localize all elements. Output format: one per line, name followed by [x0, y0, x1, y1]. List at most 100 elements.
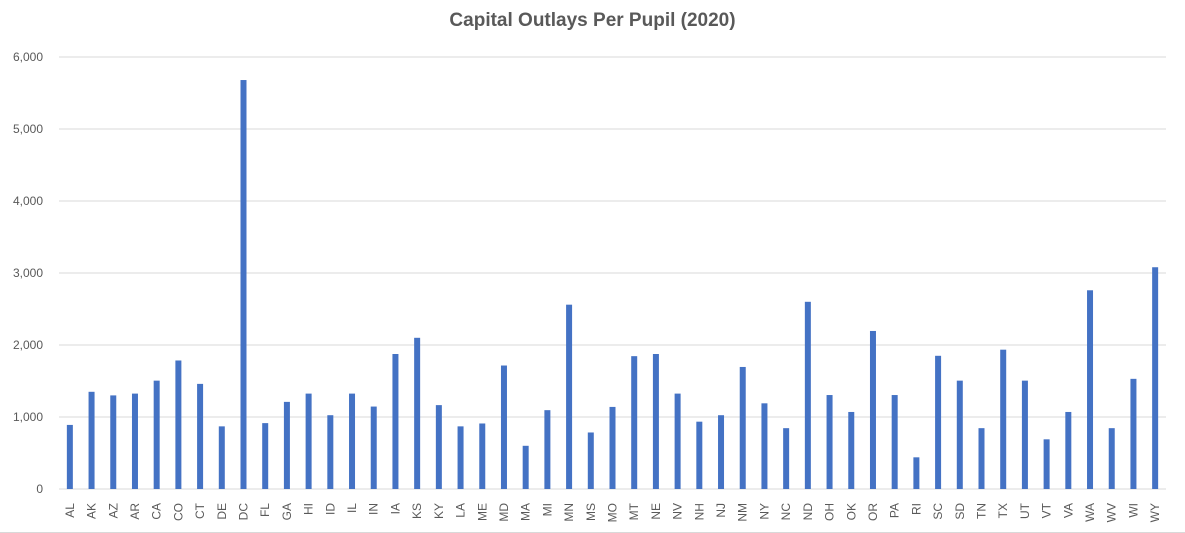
bar-al	[66, 424, 73, 489]
x-tick-label-nv: NV	[671, 503, 685, 520]
bar-ok	[848, 411, 855, 489]
x-tick-label-wa: WA	[1083, 503, 1097, 522]
x-tick-label-nh: NH	[692, 503, 706, 520]
bar-nh	[696, 421, 703, 489]
x-tick-label-wi: WI	[1126, 503, 1140, 518]
bar-nm	[739, 366, 746, 489]
bar-pa	[891, 395, 898, 489]
x-tick-label-ky: KY	[432, 503, 446, 519]
bar-ct	[197, 383, 204, 489]
x-tick-label-nc: NC	[779, 503, 793, 521]
x-tick-label-pa: PA	[888, 503, 902, 518]
bar-ar	[131, 393, 138, 489]
bar-nv	[674, 393, 681, 489]
bar-nc	[783, 428, 790, 489]
x-tick-label-tx: TX	[996, 503, 1010, 518]
x-tick-label-mt: MT	[627, 502, 641, 520]
bar-ks	[414, 337, 421, 489]
chart-title: Capital Outlays Per Pupil (2020)	[449, 10, 736, 31]
bar-ak	[88, 391, 95, 489]
x-axis-ticks: AL AK AZ AR CA CO CT DE DC FL GA HI ID IL IN IA KS KY LA ME…	[63, 502, 1162, 522]
x-tick-label-ak: AK	[85, 503, 99, 519]
y-axis-ticks: 0 1,000 2,000 3,000 4,000 5,000 6,000	[13, 50, 43, 496]
x-tick-label-mi: MI	[540, 503, 554, 516]
x-tick-label-fl: FL	[258, 503, 272, 517]
bar-fl	[262, 423, 269, 489]
x-tick-label-nm: NM	[736, 503, 750, 522]
x-tick-label-md: MD	[497, 503, 511, 522]
bar-wy	[1152, 267, 1159, 489]
x-tick-label-wv: WV	[1105, 503, 1119, 522]
bar-ne	[652, 354, 659, 489]
x-tick-label-ks: KS	[410, 503, 424, 519]
bar-wv	[1108, 428, 1115, 489]
x-tick-label-al: AL	[63, 503, 77, 518]
x-tick-label-ct: CT	[193, 502, 207, 519]
bar-sc	[935, 355, 942, 489]
x-tick-label-ri: RI	[909, 503, 923, 515]
x-tick-label-ne: NE	[649, 503, 663, 520]
bar-tx	[1000, 349, 1007, 489]
y-tick-label: 5,000	[13, 122, 43, 136]
x-tick-label-co: CO	[171, 503, 185, 521]
bar-la	[457, 426, 464, 489]
bar-ms	[587, 432, 594, 489]
bar-hi	[305, 393, 312, 489]
x-tick-label-sd: SD	[953, 503, 967, 520]
bar-mo	[609, 406, 616, 489]
x-tick-label-nj: NJ	[714, 503, 728, 518]
bar-in	[370, 406, 377, 489]
bar-vt	[1043, 439, 1050, 489]
y-tick-label: 6,000	[13, 50, 43, 64]
x-tick-label-ms: MS	[584, 503, 598, 521]
bar-wi	[1130, 378, 1137, 489]
bar-ky	[435, 405, 442, 489]
bar-me	[479, 423, 486, 489]
bar-wa	[1087, 290, 1094, 489]
bar-dc	[240, 80, 247, 489]
bar-sd	[956, 380, 963, 489]
bar-ut	[1021, 380, 1028, 489]
x-tick-label-la: LA	[454, 503, 468, 518]
bar-or	[869, 330, 876, 489]
x-tick-label-in: IN	[367, 503, 381, 515]
x-tick-label-tn: TN	[975, 503, 989, 519]
x-tick-label-me: ME	[475, 503, 489, 521]
x-tick-label-va: VA	[1061, 503, 1075, 518]
bar-nd	[804, 301, 811, 489]
y-tick-label: 2,000	[13, 338, 43, 352]
x-tick-label-az: AZ	[106, 503, 120, 518]
x-tick-label-vt: VT	[1040, 502, 1054, 518]
bar-va	[1065, 411, 1072, 489]
x-tick-label-ar: AR	[128, 503, 142, 520]
bar-co	[175, 360, 182, 489]
x-tick-label-wy: WY	[1148, 503, 1162, 522]
bar-ca	[153, 380, 160, 489]
bar-oh	[826, 395, 833, 489]
x-tick-label-oh: OH	[823, 503, 837, 521]
x-tick-label-id: ID	[323, 503, 337, 515]
x-tick-label-mn: MN	[562, 503, 576, 522]
x-tick-label-de: DE	[215, 503, 229, 520]
x-tick-label-ga: GA	[280, 503, 294, 520]
bar-mi	[544, 410, 551, 489]
bar-mt	[631, 356, 638, 489]
bar-de	[218, 426, 225, 489]
bar-ma	[522, 445, 529, 489]
bar-il	[349, 393, 356, 489]
bar-id	[327, 415, 334, 489]
bar-ga	[283, 401, 290, 489]
bar-nj	[718, 415, 725, 489]
bar-tn	[978, 428, 985, 489]
y-tick-label: 0	[36, 482, 43, 496]
x-tick-label-mo: MO	[606, 503, 620, 522]
bar-mn	[566, 304, 573, 489]
y-tick-label: 3,000	[13, 266, 43, 280]
bar-ri	[913, 457, 920, 489]
bar-ny	[761, 403, 768, 489]
bar-md	[500, 365, 507, 489]
x-tick-label-or: OR	[866, 503, 880, 521]
x-tick-label-sc: SC	[931, 503, 945, 520]
